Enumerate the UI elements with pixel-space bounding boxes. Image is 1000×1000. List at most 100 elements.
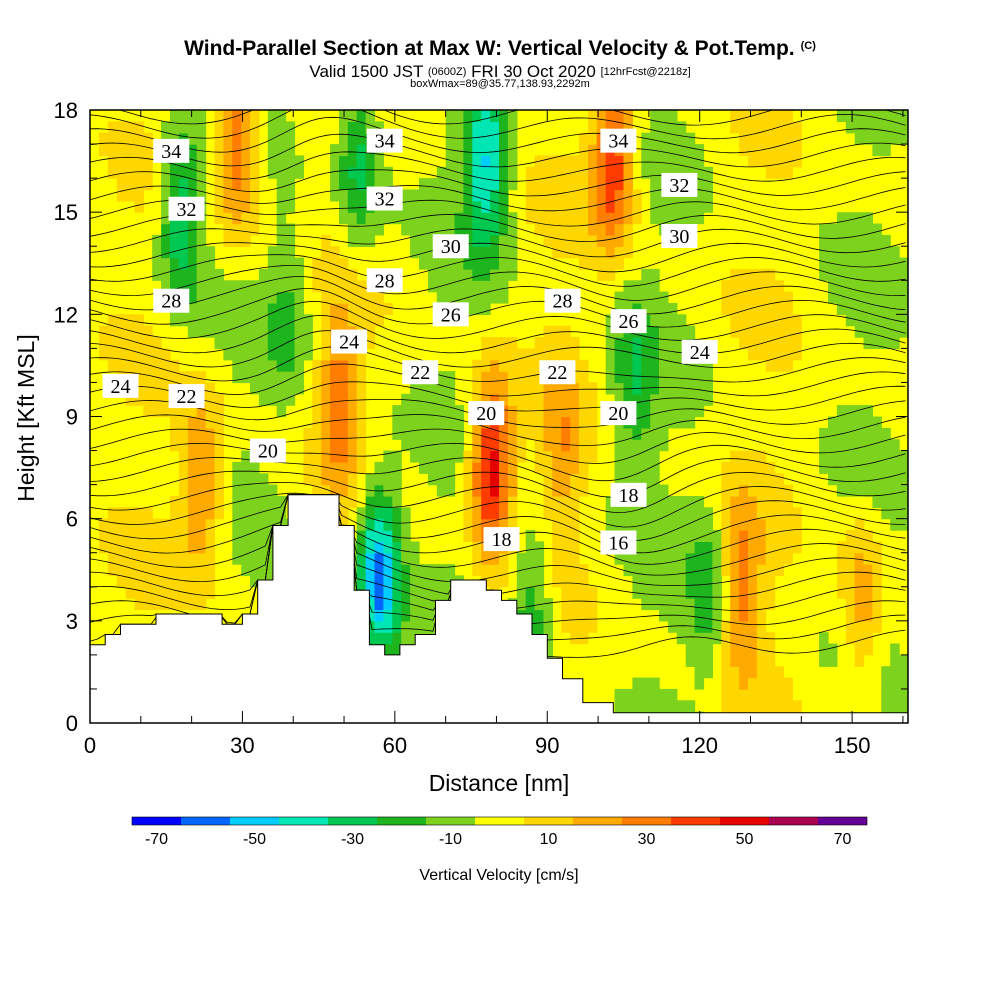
velocity-cell: [641, 564, 651, 577]
velocity-cell: [552, 530, 562, 542]
theta-contour-line: [90, 442, 906, 482]
velocity-cell: [765, 325, 776, 338]
velocity-cell: [845, 473, 856, 486]
velocity-cell: [543, 439, 553, 452]
velocity-cell: [250, 382, 260, 395]
velocity-cell: [899, 484, 908, 497]
velocity-cell: [765, 144, 776, 157]
velocity-cell: [845, 246, 856, 259]
velocity-cell: [241, 132, 251, 145]
velocity-cell: [534, 439, 545, 452]
velocity-cell: [241, 484, 251, 497]
velocity-cell: [330, 144, 340, 157]
velocity-cell: [579, 564, 589, 577]
velocity-cell: [730, 666, 740, 679]
velocity-cell: [605, 257, 616, 270]
velocity-cell: [481, 450, 491, 463]
velocity-cell: [614, 552, 625, 565]
velocity-cell: [650, 700, 660, 713]
velocity-cell: [676, 132, 687, 145]
velocity-cell: [632, 688, 642, 701]
velocity-cell: [125, 575, 136, 588]
velocity-cell: [481, 461, 491, 474]
velocity-cell: [774, 325, 785, 338]
velocity-cell: [356, 530, 367, 542]
velocity-cell: [863, 427, 873, 440]
velocity-cell: [419, 620, 429, 633]
velocity-cell: [214, 291, 224, 304]
velocity-cell: [356, 303, 367, 315]
theta-contour-line: [90, 363, 906, 397]
velocity-cell: [499, 507, 509, 520]
velocity-cell: [836, 450, 847, 463]
velocity-cell: [641, 586, 651, 599]
velocity-cell: [161, 371, 171, 384]
velocity-cell: [739, 541, 749, 554]
velocity-cell: [552, 427, 562, 440]
theta-label: 26: [610, 309, 647, 334]
velocity-cell: [232, 166, 242, 179]
velocity-cell: [836, 416, 847, 429]
velocity-cell: [552, 473, 562, 486]
velocity-cell: [748, 461, 758, 474]
velocity-cell: [534, 223, 545, 236]
velocity-cell: [392, 552, 402, 565]
velocity-cell: [614, 303, 625, 315]
velocity-cell: [748, 541, 758, 554]
velocity-cell: [223, 200, 233, 213]
velocity-cell: [339, 291, 349, 304]
velocity-cell: [792, 507, 802, 520]
velocity-cell: [267, 314, 278, 327]
velocity-cell: [694, 632, 705, 645]
velocity-cell: [765, 166, 776, 179]
velocity-cell: [667, 371, 678, 384]
velocity-cell: [685, 507, 696, 520]
velocity-cell: [161, 348, 171, 361]
velocity-cell: [890, 246, 900, 259]
velocity-cell: [774, 291, 785, 304]
velocity-cell: [721, 303, 731, 315]
velocity-cell: [490, 575, 500, 588]
velocity-cell: [161, 132, 171, 145]
velocity-cell: [712, 541, 722, 554]
velocity-cell: [739, 654, 749, 667]
velocity-cell: [347, 405, 358, 418]
velocity-cell: [196, 552, 207, 565]
velocity-cell: [454, 291, 464, 304]
velocity-cell: [730, 541, 740, 554]
velocity-cell: [570, 541, 580, 554]
velocity-cell: [223, 155, 233, 168]
velocity-cell: [178, 507, 189, 520]
velocity-cell: [258, 473, 269, 486]
velocity-cell: [196, 586, 207, 599]
velocity-cell: [267, 110, 278, 122]
velocity-cell: [765, 280, 776, 293]
velocity-cell: [712, 609, 722, 622]
velocity-cell: [819, 654, 829, 667]
velocity-cell: [196, 530, 207, 542]
velocity-cell: [756, 575, 767, 588]
velocity-cell: [401, 212, 411, 225]
velocity-cell: [374, 121, 384, 134]
velocity-cell: [419, 450, 429, 463]
velocity-cell: [499, 268, 509, 281]
velocity-cell: [276, 246, 287, 259]
velocity-cell: [178, 575, 189, 588]
velocity-cell: [427, 268, 438, 281]
velocity-cell: [694, 189, 705, 202]
velocity-cell: [250, 200, 260, 213]
velocity-cell: [561, 609, 571, 622]
velocity-cell: [472, 461, 482, 474]
velocity-cell: [650, 461, 660, 474]
velocity-cell: [499, 473, 509, 486]
velocity-cell: [276, 268, 287, 281]
velocity-cell: [436, 200, 447, 213]
velocity-cell: [579, 132, 589, 145]
theta-label-text: 26: [619, 311, 639, 333]
velocity-cell: [196, 234, 207, 247]
velocity-cell: [383, 609, 393, 622]
theta-label-text: 20: [608, 403, 628, 425]
velocity-cell: [570, 155, 580, 168]
velocity-cell: [445, 280, 456, 293]
velocity-cell: [863, 416, 873, 429]
